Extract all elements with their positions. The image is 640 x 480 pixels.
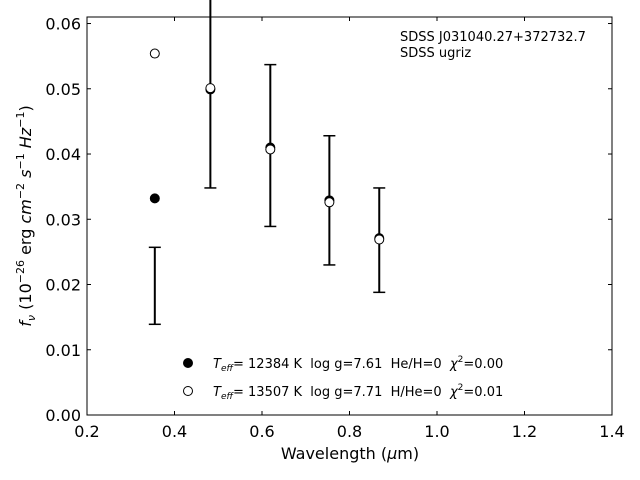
legend-entry-1: Teff= 13507 K log g=7.71 H/He=0 χ2=0.01 bbox=[213, 383, 503, 402]
y-tick-label: 0.04 bbox=[45, 145, 81, 164]
legend-entry-0: Teff= 12384 K log g=7.61 He/H=0 χ2=0.00 bbox=[213, 355, 503, 374]
legend-marker-open bbox=[183, 386, 193, 396]
x-axis-label: Wavelength (μm) bbox=[281, 444, 419, 463]
model-point-open bbox=[374, 234, 385, 245]
x-tick-label: 0.4 bbox=[162, 422, 187, 441]
y-tick-label: 0.03 bbox=[45, 210, 81, 229]
x-tick-label: 1.4 bbox=[599, 422, 624, 441]
model-point-filled bbox=[149, 193, 160, 204]
x-tick-label: 1.0 bbox=[424, 422, 449, 441]
y-tick-label: 0.00 bbox=[45, 406, 81, 425]
y-tick-label: 0.01 bbox=[45, 341, 81, 360]
model-point-open bbox=[324, 197, 335, 208]
plot-area bbox=[86, 16, 613, 416]
model-point-open bbox=[149, 48, 160, 59]
model-points bbox=[149, 48, 385, 245]
model-point-open bbox=[205, 83, 216, 94]
y-tick-label: 0.05 bbox=[45, 80, 81, 99]
y-tick-label: 0.02 bbox=[45, 276, 81, 295]
axis-ticks bbox=[86, 17, 613, 416]
survey-annotation: SDSS ugriz bbox=[400, 46, 471, 61]
x-tick-label: 0.2 bbox=[74, 422, 99, 441]
y-axis-label: fν (10−26 erg cm−2 s−1 Hz−1) bbox=[14, 105, 38, 326]
model-point-open bbox=[265, 144, 276, 155]
x-tick-label: 0.8 bbox=[337, 422, 362, 441]
y-tick-label: 0.06 bbox=[45, 15, 81, 34]
x-tick-label: 0.6 bbox=[249, 422, 274, 441]
legend-marker-filled bbox=[183, 358, 193, 368]
object-name-annotation: SDSS J031040.27+372732.7 bbox=[400, 30, 586, 45]
legend: Teff= 12384 K log g=7.61 He/H=0 χ2=0.00 … bbox=[183, 355, 503, 402]
x-tick-label: 1.2 bbox=[512, 422, 537, 441]
axis-tick-labels: 0.2 0.4 0.6 0.8 1.0 1.2 1.4 0.00 0.01 0.02 0.03 0.0… bbox=[45, 15, 624, 441]
